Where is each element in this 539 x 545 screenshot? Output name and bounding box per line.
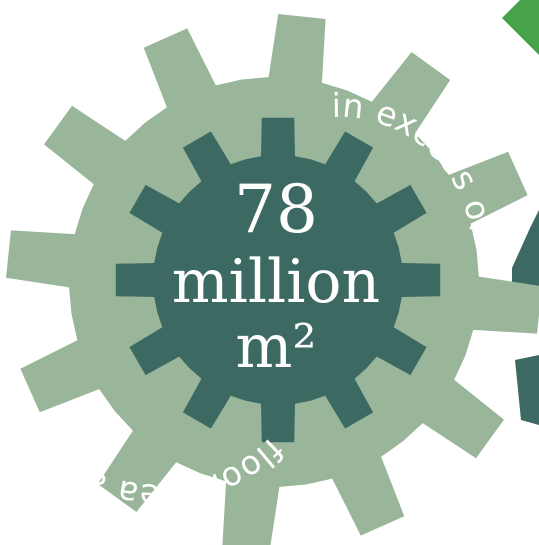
corner-green-shape [502, 0, 539, 55]
figure-number: 78 [234, 171, 318, 248]
figure-unit: m² [236, 312, 317, 382]
right-edge-gear [512, 210, 539, 425]
figure-unit-word: million [172, 247, 380, 317]
inner-gear-shape [115, 117, 441, 443]
